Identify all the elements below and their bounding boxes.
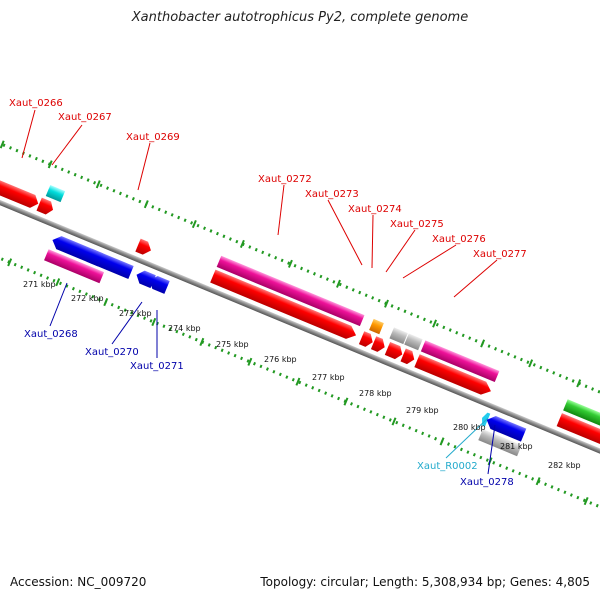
scale-label-278: 278 kbp <box>359 389 392 398</box>
leader-xaut-0277 <box>453 259 498 298</box>
major-tick <box>432 319 438 328</box>
major-tick <box>247 357 253 366</box>
major-tick <box>95 180 101 189</box>
leader-xaut-0275 <box>385 229 416 273</box>
gene-xaut-0273b[interactable] <box>358 331 375 349</box>
label-xaut-r0002[interactable]: Xaut_R0002 <box>417 461 478 472</box>
major-tick <box>143 200 149 209</box>
major-tick <box>576 379 582 388</box>
gene-xaut-0276[interactable] <box>384 341 405 361</box>
major-tick <box>336 279 341 288</box>
outer-tick-track <box>0 135 600 414</box>
leader-xaut-0269 <box>137 142 151 191</box>
outer-major-ticks <box>0 140 582 388</box>
scale-label-275: 275 kbp <box>216 340 249 349</box>
major-tick <box>0 140 5 149</box>
major-tick <box>535 477 541 486</box>
gene-xaut-0266[interactable] <box>0 172 41 210</box>
scale-label-271: 271 kbp <box>23 280 56 289</box>
major-tick <box>391 417 397 426</box>
major-tick <box>343 397 349 406</box>
scale-label-281: 281 kbp <box>500 442 533 451</box>
gene-xaut-0278[interactable] <box>484 413 527 442</box>
gene-green[interactable] <box>563 399 600 434</box>
gene-xaut-0276b[interactable] <box>400 348 416 366</box>
gene-xaut-0273[interactable] <box>369 318 384 335</box>
leader-xaut-0268 <box>49 282 68 327</box>
major-tick <box>7 258 13 267</box>
leader-xaut-0276 <box>402 244 457 279</box>
major-tick <box>528 359 534 368</box>
label-xaut-0278[interactable]: Xaut_0278 <box>460 477 514 488</box>
scale-label-277: 277 kbp <box>312 373 345 382</box>
label-xaut-0269[interactable]: Xaut_0269 <box>126 132 180 143</box>
scale-label-274: 274 kbp <box>168 324 201 333</box>
scale-label-272: 272 kbp <box>71 294 104 303</box>
scale-label-276: 276 kbp <box>264 355 297 364</box>
major-tick <box>583 497 589 506</box>
label-xaut-0268[interactable]: Xaut_0268 <box>24 329 78 340</box>
gene-xaut-0275b[interactable] <box>404 333 423 351</box>
gene-red-right[interactable] <box>556 413 600 451</box>
scale-label-282: 282 kbp <box>548 461 581 470</box>
gene-xaut-0274[interactable] <box>370 336 387 354</box>
rrna-xaut-0277[interactable] <box>420 340 500 383</box>
major-tick <box>151 317 157 327</box>
scale-label-279: 279 kbp <box>406 406 439 415</box>
major-tick <box>295 377 301 386</box>
gene-xaut-0275[interactable] <box>389 327 408 345</box>
label-xaut-0272[interactable]: Xaut_0272 <box>258 174 312 185</box>
major-tick <box>199 337 205 346</box>
major-tick <box>191 219 197 229</box>
scale-label-273: 273 kbp <box>119 309 152 318</box>
leader-xaut-0274 <box>371 214 374 269</box>
gene-xaut-0266-pseudo[interactable] <box>45 184 66 203</box>
leader-xaut-0273 <box>327 199 363 266</box>
leader-xaut-0272 <box>277 184 285 236</box>
leader-xaut-0267 <box>51 124 83 166</box>
gene-xaut-0268a[interactable] <box>50 234 134 279</box>
label-xaut-0267[interactable]: Xaut_0267 <box>58 112 112 123</box>
major-tick <box>47 160 53 169</box>
major-tick <box>55 278 61 287</box>
leader-xaut-0266 <box>21 109 36 159</box>
gene-xaut-0269[interactable] <box>135 238 153 257</box>
gene-xaut-0277[interactable] <box>414 354 493 398</box>
label-xaut-0277[interactable]: Xaut_0277 <box>473 249 527 260</box>
major-tick <box>480 339 486 348</box>
gene-xaut-0272[interactable] <box>210 269 359 342</box>
accession-text: Accession: NC_009720 <box>10 575 147 589</box>
inner-tick-track <box>0 233 600 512</box>
rrna-xaut-0272[interactable] <box>216 255 365 327</box>
label-xaut-0271[interactable]: Xaut_0271 <box>130 361 184 372</box>
major-tick <box>287 259 293 268</box>
gene-xaut-0271[interactable] <box>147 274 170 294</box>
major-tick <box>439 437 445 446</box>
major-tick <box>239 239 245 249</box>
leader-xaut-0278 <box>487 424 496 475</box>
gene-xaut-0267[interactable] <box>36 197 55 217</box>
major-tick <box>103 298 109 307</box>
label-xaut-0270[interactable]: Xaut_0270 <box>85 347 139 358</box>
leader-xaut-r0002 <box>445 417 489 459</box>
rrna-xaut-0268[interactable] <box>44 249 105 284</box>
label-xaut-0273[interactable]: Xaut_0273 <box>305 189 359 200</box>
label-xaut-0276[interactable]: Xaut_0276 <box>432 234 486 245</box>
genome-backbone <box>0 184 600 465</box>
label-xaut-0274[interactable]: Xaut_0274 <box>348 204 402 215</box>
label-xaut-0266[interactable]: Xaut_0266 <box>9 98 63 109</box>
gene-xaut-0278-grey[interactable] <box>478 429 522 457</box>
scale-label-280: 280 kbp <box>453 423 486 432</box>
leader-xaut-0270 <box>111 301 143 345</box>
major-tick <box>384 299 389 308</box>
map-title: Xanthobacter autotrophicus Py2, complete… <box>131 10 469 25</box>
label-xaut-0275[interactable]: Xaut_0275 <box>390 219 444 230</box>
topology-text: Topology: circular; Length: 5,308,934 bp… <box>260 575 590 589</box>
